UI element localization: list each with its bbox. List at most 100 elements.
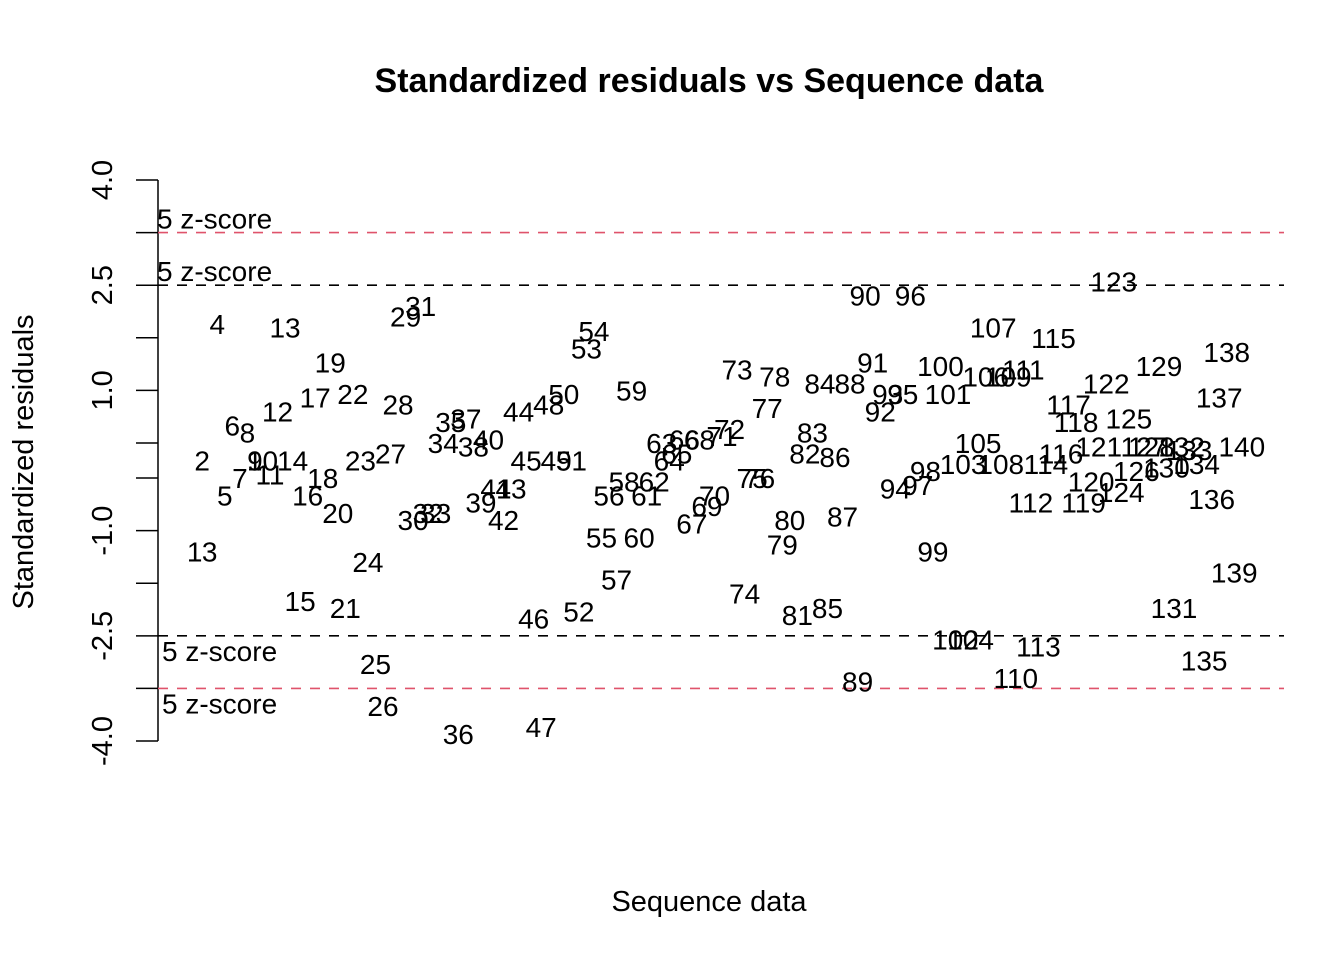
point-label: 102 (932, 624, 979, 655)
point-label: 38 (458, 431, 489, 462)
point-label: 53 (571, 333, 602, 364)
point-label: 17 (300, 382, 331, 413)
point-label: 99 (917, 537, 948, 568)
point-label: 104 (947, 624, 994, 655)
point-label: 4 (209, 309, 225, 340)
point-label: 78 (759, 361, 790, 392)
point-label: 121 (1075, 431, 1122, 462)
point-label: 135 (1181, 645, 1228, 676)
point-label: 3 (202, 537, 218, 568)
point-label: 45 (511, 446, 542, 477)
point-label: 36 (443, 719, 474, 750)
point-label: 44 (503, 396, 534, 427)
point-label: 12 (262, 396, 293, 427)
point-label: 90 (850, 281, 881, 312)
point-label: 30 (398, 505, 429, 536)
data-points: 1234567891011121314151617181920212223242… (187, 267, 1265, 750)
point-label: 70 (699, 481, 730, 512)
point-label: 32 (413, 498, 444, 529)
point-label: 98 (910, 456, 941, 487)
point-label: 26 (367, 691, 398, 722)
point-label: 35 (435, 407, 466, 438)
point-label: 18 (307, 463, 338, 494)
point-label: 74 (729, 579, 760, 610)
point-label: 66 (669, 424, 700, 455)
point-label: 117 (1046, 389, 1091, 420)
y-axis: -4.0 -2.5 -1.0 1.0 2.5 4.0 (87, 160, 159, 766)
y-tick-label: 1.0 (87, 370, 119, 410)
point-label: 9 (247, 446, 263, 477)
point-label: 76 (744, 463, 775, 494)
point-label: 58 (608, 467, 639, 498)
point-label: 119 (1061, 488, 1106, 519)
point-label: 132 (1158, 431, 1205, 462)
point-label: 6 (225, 410, 241, 441)
point-label: 103 (940, 449, 987, 480)
point-label: 134 (1173, 449, 1220, 480)
point-label: 34 (428, 428, 459, 459)
point-label: 127 (1121, 431, 1168, 462)
point-label: 69 (691, 491, 722, 522)
point-label: 37 (450, 403, 481, 434)
point-label: 2 (194, 446, 210, 477)
point-label: 49 (541, 446, 572, 477)
point-label: 138 (1203, 337, 1250, 368)
point-label: 42 (488, 505, 519, 536)
point-label: 72 (714, 414, 745, 445)
point-label: 39 (465, 488, 496, 519)
point-label: 46 (518, 603, 549, 634)
point-label: 16 (292, 481, 323, 512)
point-label: 97 (902, 470, 933, 501)
point-label: 1 (187, 537, 203, 568)
point-label: 68 (684, 424, 715, 455)
point-label: 115 (1031, 323, 1076, 354)
chart-title: Standardized residuals vs Sequence data (375, 62, 1045, 100)
y-tick-label: -2.5 (87, 611, 119, 661)
point-label: 33 (420, 498, 451, 529)
y-tick-label: 4.0 (87, 160, 119, 200)
point-label: 123 (1090, 267, 1137, 298)
point-label: 65 (661, 438, 692, 469)
point-label: 86 (819, 442, 850, 473)
point-label: 124 (1098, 477, 1145, 508)
x-axis-label: Sequence data (611, 886, 807, 918)
point-label: 14 (277, 446, 308, 477)
y-axis-label: Standardized residuals (8, 314, 40, 609)
point-label: 52 (563, 596, 594, 627)
point-label: 48 (533, 389, 564, 420)
point-label: 75 (737, 463, 768, 494)
point-label: 22 (337, 379, 368, 410)
point-label: 27 (375, 438, 406, 469)
point-label: 47 (526, 712, 557, 743)
point-label: 77 (752, 393, 783, 424)
point-label: 31 (405, 291, 436, 322)
point-label: 91 (857, 347, 888, 378)
point-label: 112 (1009, 488, 1054, 519)
point-label: 41 (480, 474, 511, 505)
point-label: 25 (360, 649, 391, 680)
point-label: 59 (616, 375, 647, 406)
point-label: 28 (382, 389, 413, 420)
point-label: 13 (269, 312, 300, 343)
point-label: 100 (917, 351, 964, 382)
point-label: 11 (255, 460, 284, 491)
point-label: 84 (804, 368, 835, 399)
point-label: 8 (240, 417, 256, 448)
point-label: 43 (495, 474, 526, 505)
point-label: 130 (1143, 453, 1190, 484)
point-label: 89 (842, 666, 873, 697)
point-label: 57 (601, 565, 632, 596)
point-label: 96 (895, 281, 926, 312)
y-tick-label: -4.0 (87, 716, 119, 766)
point-label: 139 (1211, 558, 1258, 589)
point-label: 116 (1039, 438, 1084, 469)
point-label: 60 (624, 523, 655, 554)
reference-line-label: 5 z-score (157, 204, 272, 235)
point-label: 40 (473, 424, 504, 455)
reference-line-label: 5 z-score (157, 256, 272, 287)
point-label: 20 (322, 498, 353, 529)
point-label: 131 (1151, 593, 1198, 624)
point-label: 133 (1166, 435, 1213, 466)
point-label: 101 (925, 379, 972, 410)
